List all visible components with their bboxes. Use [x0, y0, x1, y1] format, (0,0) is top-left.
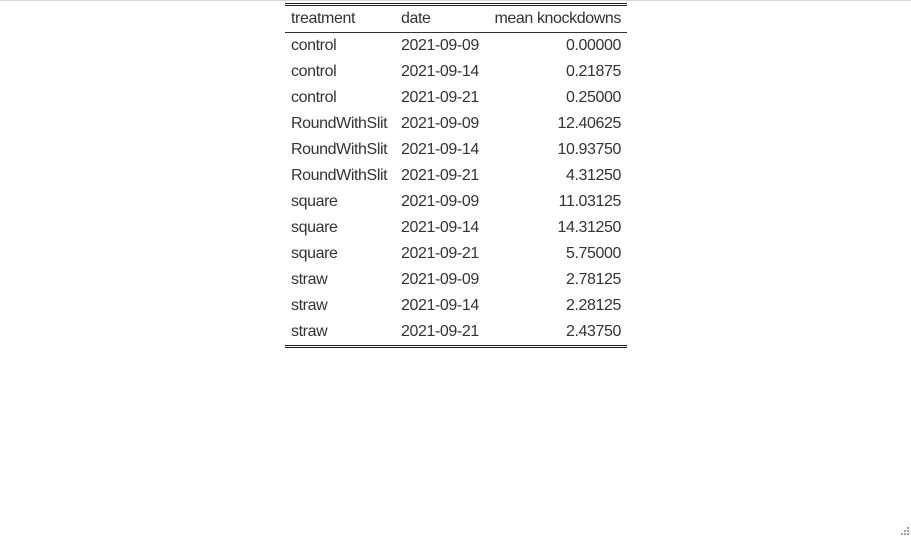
top-divider — [0, 0, 911, 1]
cell-date: 2021-09-09 — [401, 271, 479, 288]
cell-date: 2021-09-21 — [401, 245, 479, 262]
table-row: square 2021-09-21 5.75000 — [285, 241, 627, 267]
cell-date: 2021-09-14 — [401, 219, 479, 236]
table-row: square 2021-09-14 14.31250 — [285, 215, 627, 241]
cell-mean-knockdowns: 5.75000 — [565, 245, 621, 262]
cell-treatment: RoundWithSlit — [291, 167, 388, 184]
cell-date: 2021-09-09 — [401, 37, 479, 54]
cell-date: 2021-09-14 — [401, 141, 479, 158]
cell-treatment: control — [291, 89, 337, 106]
cell-mean-knockdowns: 2.28125 — [565, 297, 621, 314]
table-row: straw 2021-09-14 2.28125 — [285, 293, 627, 319]
table-row: control 2021-09-09 0.00000 — [285, 33, 627, 60]
cell-mean-knockdowns: 0.25000 — [565, 89, 621, 106]
table-row: RoundWithSlit 2021-09-21 4.31250 — [285, 163, 627, 189]
column-header-treatment: treatment — [285, 4, 395, 33]
cell-date: 2021-09-14 — [401, 63, 479, 80]
cell-date: 2021-09-21 — [401, 167, 479, 184]
table-row: control 2021-09-21 0.25000 — [285, 85, 627, 111]
table-container: treatment date mean knockdowns control 20… — [285, 3, 627, 348]
cell-date: 2021-09-09 — [401, 193, 479, 210]
cell-treatment: control — [291, 63, 337, 80]
table-row: straw 2021-09-21 2.43750 — [285, 319, 627, 347]
column-header-date: date — [395, 4, 487, 33]
cell-treatment: RoundWithSlit — [291, 115, 388, 132]
cell-mean-knockdowns: 10.93750 — [557, 141, 621, 158]
cell-date: 2021-09-21 — [401, 89, 479, 106]
cell-mean-knockdowns: 4.31250 — [565, 167, 621, 184]
cell-treatment: square — [291, 193, 338, 210]
table-row: straw 2021-09-09 2.78125 — [285, 267, 627, 293]
cell-treatment: square — [291, 219, 338, 236]
cell-mean-knockdowns: 2.78125 — [565, 271, 621, 288]
cell-date: 2021-09-14 — [401, 297, 479, 314]
table-row: RoundWithSlit 2021-09-09 12.40625 — [285, 111, 627, 137]
cell-date: 2021-09-09 — [401, 115, 479, 132]
column-header-mean-knockdowns: mean knockdowns — [487, 4, 627, 33]
cell-mean-knockdowns: 0.00000 — [565, 37, 621, 54]
cell-mean-knockdowns: 14.31250 — [557, 219, 621, 236]
data-table: treatment date mean knockdowns control 20… — [285, 3, 627, 348]
table-row: square 2021-09-09 11.03125 — [285, 189, 627, 215]
cell-treatment: square — [291, 245, 338, 262]
cell-treatment: RoundWithSlit — [291, 141, 388, 158]
table-row: control 2021-09-14 0.21875 — [285, 59, 627, 85]
cell-treatment: control — [291, 37, 337, 54]
cell-date: 2021-09-21 — [401, 323, 479, 340]
cell-mean-knockdowns: 0.21875 — [565, 63, 621, 80]
cell-mean-knockdowns: 12.40625 — [557, 115, 621, 132]
table-row: RoundWithSlit 2021-09-14 10.93750 — [285, 137, 627, 163]
cell-treatment: straw — [291, 297, 328, 314]
cell-treatment: straw — [291, 323, 328, 340]
table-header-row: treatment date mean knockdowns — [285, 4, 627, 33]
resize-grip-icon[interactable] — [898, 524, 910, 536]
table-body: control 2021-09-09 0.00000 control 2021-09-1… — [285, 33, 627, 347]
cell-mean-knockdowns: 11.03125 — [558, 193, 622, 210]
cell-mean-knockdowns: 2.43750 — [565, 323, 621, 340]
cell-treatment: straw — [291, 271, 328, 288]
